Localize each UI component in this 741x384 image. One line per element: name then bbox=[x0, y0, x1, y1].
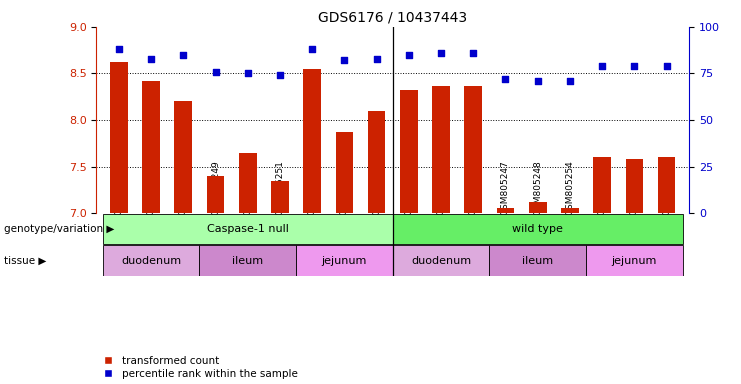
Point bbox=[274, 72, 286, 78]
Bar bbox=[496, 208, 514, 213]
Bar bbox=[207, 176, 225, 213]
Bar bbox=[174, 101, 192, 213]
Point bbox=[564, 78, 576, 84]
Point bbox=[499, 76, 511, 82]
Bar bbox=[368, 111, 385, 213]
FancyBboxPatch shape bbox=[199, 245, 296, 276]
Bar bbox=[658, 157, 676, 213]
Text: jejunum: jejunum bbox=[611, 256, 657, 266]
Point bbox=[177, 52, 189, 58]
Point bbox=[339, 57, 350, 63]
Bar bbox=[400, 90, 418, 213]
Point bbox=[597, 63, 608, 69]
Point bbox=[306, 46, 318, 52]
Bar bbox=[465, 86, 482, 213]
Point bbox=[242, 70, 253, 76]
Text: jejunum: jejunum bbox=[322, 256, 367, 266]
FancyBboxPatch shape bbox=[103, 214, 393, 244]
Text: ileum: ileum bbox=[522, 256, 554, 266]
FancyBboxPatch shape bbox=[393, 214, 682, 244]
Bar bbox=[142, 81, 160, 213]
Bar bbox=[625, 159, 643, 213]
Point bbox=[403, 52, 415, 58]
Bar bbox=[594, 157, 611, 213]
Point bbox=[210, 68, 222, 74]
Text: Caspase-1 null: Caspase-1 null bbox=[207, 224, 289, 234]
Text: wild type: wild type bbox=[512, 224, 563, 234]
FancyBboxPatch shape bbox=[296, 245, 393, 276]
Point bbox=[435, 50, 447, 56]
Bar bbox=[239, 152, 256, 213]
Bar bbox=[336, 132, 353, 213]
Point bbox=[370, 55, 382, 61]
Point bbox=[628, 63, 640, 69]
Text: ileum: ileum bbox=[232, 256, 263, 266]
FancyBboxPatch shape bbox=[103, 245, 199, 276]
Title: GDS6176 / 10437443: GDS6176 / 10437443 bbox=[318, 10, 468, 24]
Legend: transformed count, percentile rank within the sample: transformed count, percentile rank withi… bbox=[102, 356, 298, 379]
Point bbox=[113, 46, 124, 52]
Point bbox=[532, 78, 544, 84]
Point bbox=[468, 50, 479, 56]
FancyBboxPatch shape bbox=[489, 245, 586, 276]
Text: tissue ▶: tissue ▶ bbox=[4, 256, 46, 266]
Point bbox=[145, 55, 157, 61]
FancyBboxPatch shape bbox=[586, 245, 682, 276]
Bar bbox=[561, 209, 579, 213]
Bar bbox=[303, 69, 321, 213]
Text: duodenum: duodenum bbox=[121, 256, 181, 266]
Point bbox=[661, 63, 673, 69]
Text: genotype/variation ▶: genotype/variation ▶ bbox=[4, 224, 114, 234]
Bar bbox=[271, 180, 289, 213]
Bar bbox=[529, 202, 547, 213]
Bar bbox=[432, 86, 450, 213]
Text: duodenum: duodenum bbox=[411, 256, 471, 266]
Bar bbox=[110, 62, 127, 213]
FancyBboxPatch shape bbox=[393, 245, 489, 276]
